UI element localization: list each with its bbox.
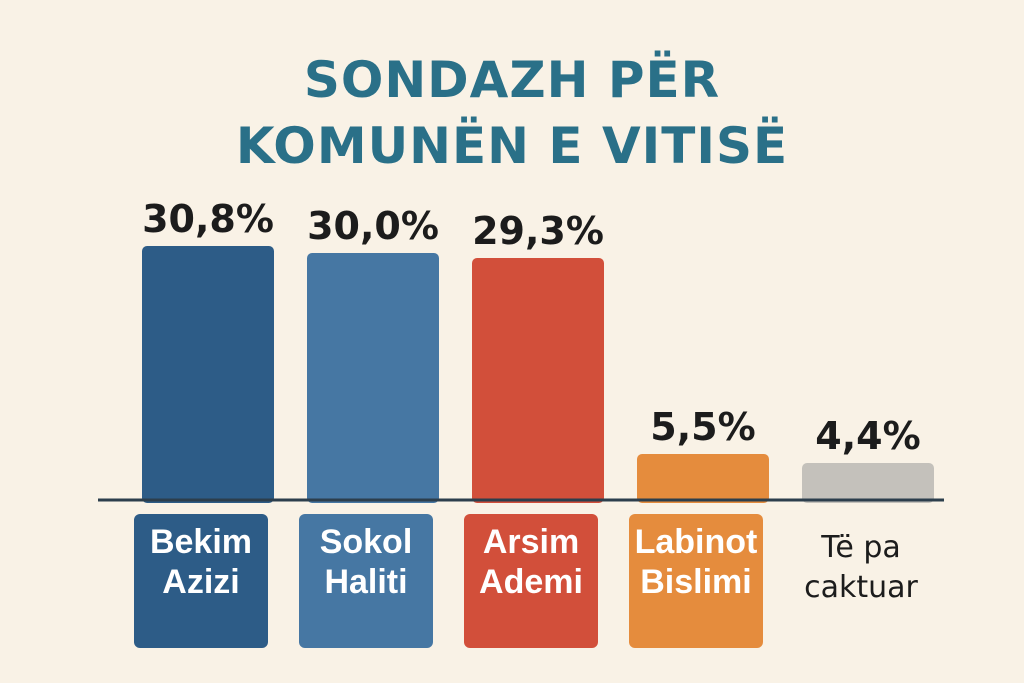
category-text-0-0: Bekim [150, 523, 252, 561]
category-text-1-1: Haliti [324, 563, 407, 601]
category-text-2-0: Arsim [483, 523, 579, 561]
bar-3 [637, 454, 769, 503]
bars-group [142, 246, 934, 503]
category-text-4-1: caktuar [804, 570, 918, 605]
bar-1 [307, 253, 439, 503]
chart-title-line-1: SONDAZH PËR [303, 51, 721, 109]
value-label-4: 4,4% [815, 414, 920, 458]
category-label-boxes-group: BekimAziziSokolHalitiArsimAdemiLabinotBi… [134, 514, 919, 648]
category-box-3 [629, 514, 763, 648]
value-labels-group: 30,8% 30,0% 29,3% 5,5% 4,4% [142, 197, 921, 458]
value-label-0: 30,8% [142, 197, 274, 241]
category-label-4: Të pa caktuar [804, 530, 918, 605]
category-box-1 [299, 514, 433, 648]
category-text-1-0: Sokol [320, 523, 413, 561]
value-label-3: 5,5% [650, 405, 755, 449]
category-text-3-0: Labinot [635, 523, 758, 561]
category-text-0-1: Azizi [162, 563, 239, 601]
chart-title-line-2: KOMUNËN E VITISË [235, 117, 789, 175]
bar-4 [802, 463, 934, 503]
category-text-2-1: Ademi [479, 563, 583, 601]
bar-2 [472, 258, 604, 503]
category-box-2 [464, 514, 598, 648]
category-box-0 [134, 514, 268, 648]
bar-0 [142, 246, 274, 503]
category-text-3-1: Bislimi [640, 563, 751, 601]
value-label-2: 29,3% [472, 209, 604, 253]
value-label-1: 30,0% [307, 204, 439, 248]
category-text-4-0: Të pa [820, 530, 901, 565]
